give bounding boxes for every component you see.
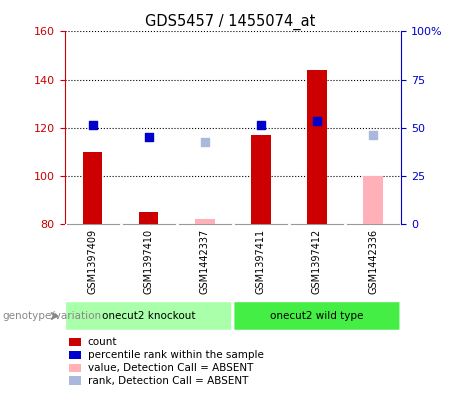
Text: rank, Detection Call = ABSENT: rank, Detection Call = ABSENT xyxy=(88,376,248,386)
Text: GSM1397412: GSM1397412 xyxy=(312,229,322,294)
Bar xyxy=(307,70,327,224)
Text: GSM1442337: GSM1442337 xyxy=(200,229,210,294)
Point xyxy=(313,118,321,124)
FancyBboxPatch shape xyxy=(233,301,401,331)
Bar xyxy=(83,152,102,224)
Text: genotype/variation: genotype/variation xyxy=(2,311,101,321)
FancyBboxPatch shape xyxy=(65,301,232,331)
Text: GSM1397410: GSM1397410 xyxy=(144,229,154,294)
Point xyxy=(201,139,208,145)
Point xyxy=(145,134,152,140)
Point xyxy=(257,122,265,129)
Bar xyxy=(195,219,214,224)
Bar xyxy=(363,176,383,224)
Point xyxy=(369,132,377,138)
Text: GSM1442336: GSM1442336 xyxy=(368,229,378,294)
Text: GSM1397411: GSM1397411 xyxy=(256,229,266,294)
Text: onecut2 wild type: onecut2 wild type xyxy=(270,311,364,321)
Text: value, Detection Call = ABSENT: value, Detection Call = ABSENT xyxy=(88,363,253,373)
Text: count: count xyxy=(88,337,117,347)
Bar xyxy=(139,212,159,224)
Text: percentile rank within the sample: percentile rank within the sample xyxy=(88,350,264,360)
Point xyxy=(89,122,96,129)
Bar xyxy=(251,135,271,224)
Text: GDS5457 / 1455074_at: GDS5457 / 1455074_at xyxy=(145,14,316,30)
Text: onecut2 knockout: onecut2 knockout xyxy=(102,311,195,321)
Text: GSM1397409: GSM1397409 xyxy=(88,229,98,294)
